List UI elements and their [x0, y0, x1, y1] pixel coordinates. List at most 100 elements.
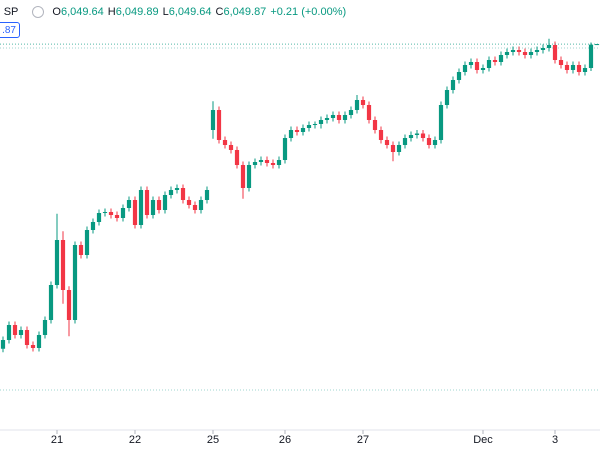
x-tick-label: 22 [129, 434, 141, 446]
x-tick-label: 21 [51, 434, 63, 446]
candle-body [432, 140, 438, 145]
candle-body [48, 285, 54, 320]
candle-body [306, 125, 312, 128]
candle-body [474, 62, 480, 70]
candle-body [222, 140, 228, 145]
close-letter: C [215, 6, 224, 18]
candle-body [78, 245, 84, 255]
candle-body [108, 212, 114, 215]
candle-body [384, 140, 390, 145]
candle-body [522, 52, 528, 55]
candle-body [408, 135, 414, 138]
x-tick-label: 26 [279, 434, 291, 446]
candle-body [66, 290, 72, 320]
candle-body [360, 100, 366, 105]
candle-body [168, 190, 174, 195]
candle-body [570, 65, 576, 70]
candle-body [102, 212, 108, 213]
candle-body [576, 65, 582, 72]
candle-body [240, 165, 246, 188]
candle-body [216, 110, 222, 140]
candle-body [120, 208, 126, 218]
candle-body [150, 200, 156, 215]
candle-body [300, 128, 306, 132]
candle-body [18, 330, 24, 335]
candle-body [174, 188, 180, 190]
candle-body [564, 65, 570, 70]
candle-body [552, 45, 558, 60]
candle-body [588, 44, 594, 68]
candle-body [72, 245, 78, 320]
candle-body [210, 110, 216, 130]
candle-body [192, 205, 198, 210]
candle-body [468, 62, 474, 65]
open-letter: O [52, 6, 61, 18]
candle-body [114, 215, 120, 218]
candle-body [516, 50, 522, 52]
candle-body [162, 195, 168, 210]
candle-body [318, 120, 324, 124]
candle-body [180, 188, 186, 200]
candle-body [252, 162, 258, 165]
candle-body [504, 52, 510, 55]
candle-body [540, 48, 546, 50]
x-tick-label: Dec [473, 434, 493, 446]
candle-body [24, 330, 30, 345]
candle-body [438, 105, 444, 140]
candle-body [12, 325, 18, 335]
candle-body [198, 200, 204, 210]
candle-body [276, 160, 282, 165]
candle-body [228, 145, 234, 150]
price-tag: .87 [0, 22, 20, 38]
candle-body [348, 110, 354, 115]
candle-body [144, 190, 150, 215]
candle-body [342, 115, 348, 120]
candle-body [126, 200, 132, 208]
candle-body [36, 335, 42, 348]
candle-body [84, 230, 90, 255]
symbol: · SP [0, 6, 19, 18]
candle-body [414, 133, 420, 135]
candle-body [258, 160, 264, 162]
low-value: 6,049.64 [168, 6, 212, 18]
candle-body [354, 100, 360, 110]
candle-body [204, 190, 210, 200]
candle-body [294, 130, 300, 132]
close-value: 6,049.87 [223, 6, 267, 18]
candle-body [510, 50, 516, 52]
candle-body [546, 45, 552, 48]
candle-body [132, 200, 138, 225]
candle-body [582, 68, 588, 72]
candle-body [396, 145, 402, 152]
candle-body [336, 115, 342, 120]
candle-body [42, 320, 48, 335]
candle-body [330, 115, 336, 118]
candle-body [30, 345, 36, 348]
candle-body [312, 124, 318, 125]
visibility-icon[interactable] [32, 6, 45, 18]
candle-body [234, 150, 240, 165]
candle-body [462, 65, 468, 72]
candle-body [60, 240, 66, 290]
candle-body [156, 200, 162, 210]
candle-body [0, 340, 6, 349]
candle-body [372, 120, 378, 130]
candle-body [246, 165, 252, 188]
candle-body [450, 80, 456, 90]
candle-body [558, 60, 564, 65]
candle-body [366, 105, 372, 120]
candle-body [426, 138, 432, 145]
candle-body [90, 222, 96, 230]
candle-body [486, 60, 492, 68]
x-tick-label: 25 [207, 434, 219, 446]
high-letter: H [107, 6, 116, 18]
candle-body [138, 190, 144, 225]
candle-body [402, 138, 408, 145]
low-letter: L [162, 6, 169, 18]
candle-body [6, 325, 12, 340]
candle-body [492, 60, 498, 62]
open-value: 6,049.64 [60, 6, 104, 18]
candle-body [96, 213, 102, 222]
